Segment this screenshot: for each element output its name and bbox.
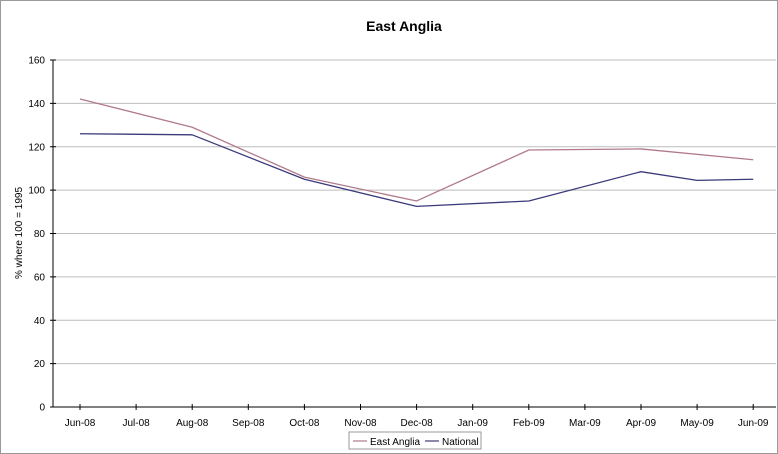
x-tick-label-mar-09: Mar-09	[569, 418, 601, 429]
y-tick-labels: 0 20 40 60 80 100 120 140 160	[28, 56, 45, 414]
x-tick-label-jul-08: Jul-08	[122, 418, 150, 429]
y-tick-label-20: 20	[34, 359, 46, 370]
legend-box	[348, 431, 482, 450]
y-tick-label-40: 40	[34, 316, 46, 327]
x-tick-label-jun-08: Jun-08	[65, 418, 96, 429]
x-tick-label-feb-09: Feb-09	[513, 418, 545, 429]
x-tick-label-dec-08: Dec-08	[400, 418, 433, 429]
y-tick-label-0: 0	[39, 403, 45, 414]
legend-label-national: National	[442, 437, 479, 448]
chart-title: East Anglia	[366, 18, 442, 34]
y-tick-label-140: 140	[28, 99, 45, 110]
series-line-national	[79, 133, 754, 208]
x-tick-labels: Jun-08 Jul-08 Aug-08 Sep-08 Oct-08 Nov-08 Dec-…	[65, 418, 769, 429]
gridlines	[53, 59, 776, 365]
y-tick-label-100: 100	[28, 186, 45, 197]
y-tick-label-60: 60	[34, 272, 46, 283]
axes	[50, 59, 776, 410]
series-line-east-anglia	[79, 98, 754, 202]
series-lines	[79, 98, 754, 208]
x-tick-label-may-09: May-09	[680, 418, 714, 429]
legend-label-east-anglia: East Anglia	[370, 437, 420, 448]
x-tick-label-apr-09: Apr-09	[626, 418, 656, 429]
y-axis-label: % where 100 = 1995	[14, 187, 25, 279]
x-tick-label-jun-09: Jun-09	[738, 418, 769, 429]
x-tick-label-aug-08: Aug-08	[176, 418, 209, 429]
x-tick-label-oct-08: Oct-08	[289, 418, 319, 429]
x-tick-label-jan-09: Jan-09	[457, 418, 488, 429]
x-tick-label-sep-08: Sep-08	[232, 418, 265, 429]
y-tick-label-120: 120	[28, 142, 45, 153]
y-tick-label-160: 160	[28, 56, 45, 67]
legend: East Anglia National	[348, 431, 482, 450]
y-tick-label-80: 80	[34, 229, 46, 240]
x-tick-label-nov-08: Nov-08	[344, 418, 377, 429]
